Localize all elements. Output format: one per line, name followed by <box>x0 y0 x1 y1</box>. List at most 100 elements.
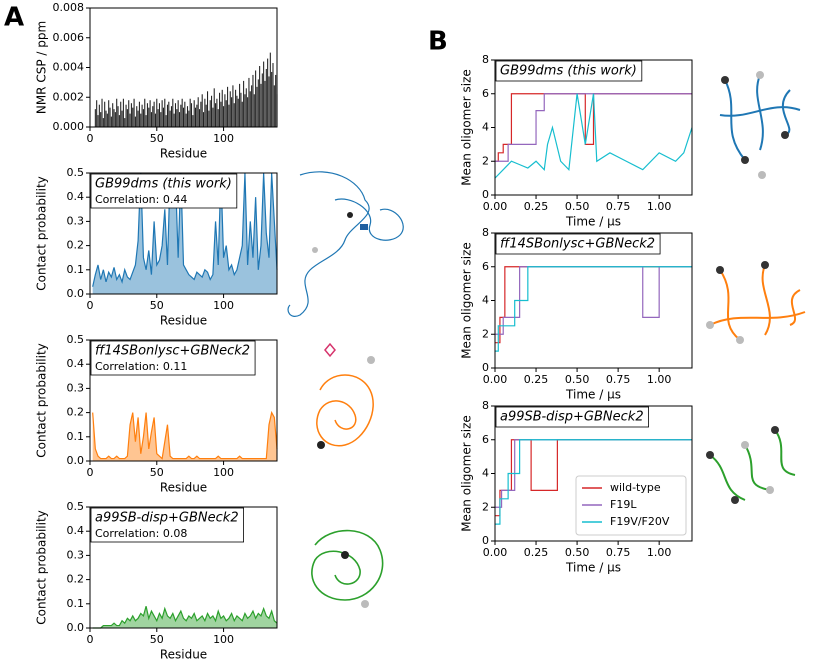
bar <box>94 109 96 127</box>
bar <box>176 109 178 127</box>
x-tick-label: 0 <box>87 299 94 312</box>
x-tick-label: 100 <box>213 132 234 145</box>
bar <box>189 98 191 127</box>
bar <box>228 104 230 127</box>
inset-title: ff14SBonlysc+GBNeck2 <box>95 344 250 359</box>
bar <box>247 97 249 127</box>
y-tick-label: 0.4 <box>67 190 85 203</box>
x-tick-label: 0.50 <box>565 546 590 559</box>
bar <box>168 101 170 127</box>
bar <box>248 77 250 127</box>
data-line <box>92 172 278 287</box>
inset-bg <box>495 233 661 255</box>
bar <box>148 107 150 127</box>
bar <box>241 101 243 127</box>
bar <box>180 104 182 127</box>
bar <box>211 95 213 127</box>
bar <box>224 94 226 127</box>
bar <box>164 98 166 127</box>
x-axis-label: Residue <box>160 147 207 161</box>
bar <box>256 86 258 127</box>
x-tick-label: 0 <box>87 633 94 646</box>
legend-label: wild-type <box>610 481 661 494</box>
bar <box>219 92 221 127</box>
inset-title: GB99dms (this work) <box>500 64 637 79</box>
bar <box>104 101 106 127</box>
x-tick-label: 0.75 <box>606 373 631 386</box>
legend-label: F19V/F20V <box>610 515 670 528</box>
bar <box>116 98 118 127</box>
bar <box>150 112 152 127</box>
panel-label: B <box>428 27 448 57</box>
x-tick-label: 100 <box>213 299 234 312</box>
x-tick-label: 100 <box>213 466 234 479</box>
bar <box>231 97 233 127</box>
bar <box>217 109 219 127</box>
plot-frame <box>89 339 278 462</box>
bar <box>141 104 143 127</box>
y-tick-label: 2 <box>482 327 489 340</box>
data-line <box>495 266 692 344</box>
structure-ff14sb <box>316 342 375 449</box>
y-tick-label: 0.006 <box>53 31 85 44</box>
annotation: Correlation: 0.08 <box>95 527 187 540</box>
bar <box>145 115 147 127</box>
bar <box>97 115 99 127</box>
inset-bg <box>495 406 649 428</box>
x-tick-label: 1.00 <box>647 200 672 213</box>
plot-frame <box>89 506 278 629</box>
bar <box>198 109 201 127</box>
legend-box <box>575 475 687 536</box>
bar <box>200 101 202 127</box>
y-tick-label: 0.004 <box>53 61 85 74</box>
y-tick-label: 0 <box>482 188 489 201</box>
bar <box>263 61 265 127</box>
bar <box>122 98 124 127</box>
bar <box>112 103 114 127</box>
data-line <box>495 266 692 352</box>
bar <box>227 86 229 127</box>
bar <box>109 107 111 127</box>
area-fill <box>92 412 278 461</box>
bar <box>244 94 246 127</box>
bar <box>170 106 173 127</box>
inset-title: GB99dms (this work) <box>95 177 232 192</box>
bar <box>132 107 134 127</box>
bar <box>172 98 174 127</box>
bar <box>193 100 195 127</box>
bar <box>209 100 211 127</box>
x-tick-label: 0.50 <box>565 373 590 386</box>
bar <box>161 100 163 127</box>
bar <box>142 109 144 127</box>
y-tick-label: 0.008 <box>53 1 85 14</box>
bar <box>212 107 214 127</box>
bar <box>261 73 263 127</box>
bar <box>271 71 273 127</box>
data-line <box>92 606 278 629</box>
x-tick-label: 0.25 <box>524 200 549 213</box>
structure-a99sb <box>311 529 384 608</box>
y-tick-label: 0.5 <box>67 333 85 346</box>
y-tick-label: 6 <box>482 433 489 446</box>
inset-bg <box>90 340 256 376</box>
area-fill <box>92 606 278 628</box>
x-tick-label: 0.25 <box>524 546 549 559</box>
data-line <box>495 93 692 162</box>
bar <box>215 103 217 127</box>
bar <box>160 112 162 127</box>
x-tick-label: 1.00 <box>647 373 672 386</box>
bar <box>134 116 136 127</box>
bar <box>110 116 112 127</box>
bar <box>264 80 266 127</box>
bar <box>249 91 251 127</box>
data-line <box>92 410 278 460</box>
bar <box>184 101 186 127</box>
bar <box>169 110 171 127</box>
bar <box>101 98 103 127</box>
bar <box>243 80 245 127</box>
bar <box>190 103 193 127</box>
x-tick-label: 0.00 <box>483 373 508 386</box>
y-tick-label: 0.0 <box>67 454 85 467</box>
x-axis-label: Time / µs <box>565 388 621 402</box>
